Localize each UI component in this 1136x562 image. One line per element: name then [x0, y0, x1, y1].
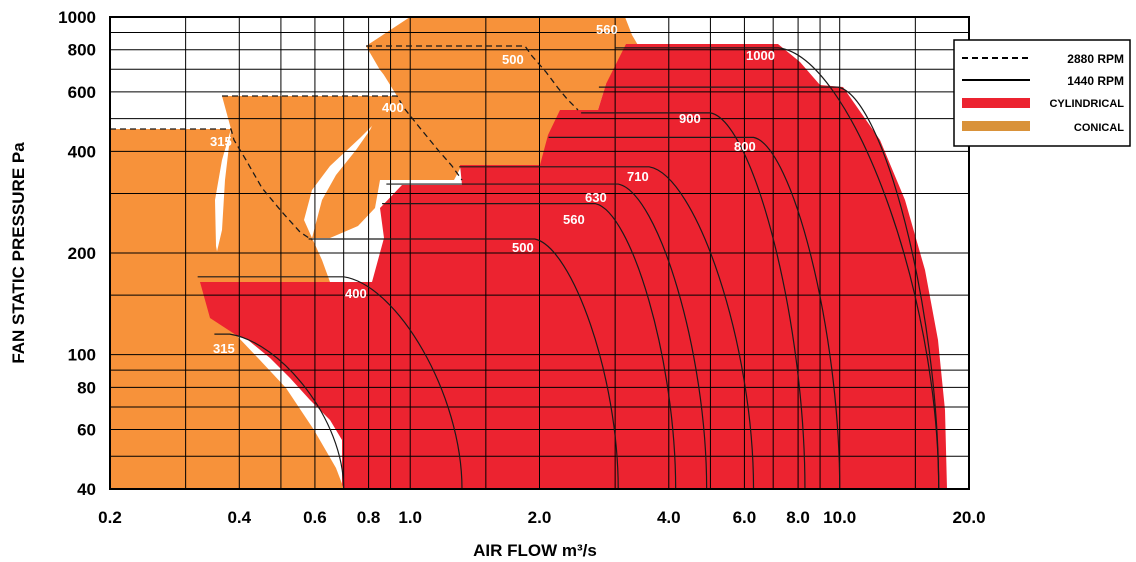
x-tick-label-10: 20.0 — [952, 508, 985, 527]
cylindrical-label-400: 400 — [345, 286, 367, 301]
cylindrical-label-800: 800 — [734, 139, 756, 154]
cylindrical-curve-630 — [386, 183, 708, 489]
conical-region-lower — [110, 335, 344, 489]
x-tick-label-7: 6.0 — [733, 508, 757, 527]
conical-label-400: 400 — [382, 100, 404, 115]
legend-label-cylindrical: CYLINDRICAL — [1049, 98, 1124, 110]
x-tick-label-8: 8.0 — [786, 508, 810, 527]
curve-labels: 315 400 500 560 315 400 500 560 630 710 … — [210, 22, 775, 356]
conical-label-315: 315 — [210, 134, 232, 149]
cylindrical-curve-1000 — [615, 47, 940, 489]
x-tick-label-2: 0.6 — [303, 508, 327, 527]
cylindrical-label-560: 560 — [563, 212, 585, 227]
y-tick-label-5: 400 — [68, 142, 96, 161]
cylindrical-curve-315 — [214, 333, 345, 489]
y-tick-label-4: 200 — [68, 244, 96, 263]
dashed-boundaries — [110, 45, 579, 241]
cylindrical-label-710: 710 — [627, 169, 649, 184]
conical-label-560: 560 — [596, 22, 618, 37]
dashed-boundary-400 — [222, 95, 463, 181]
dashed-boundary-315 — [110, 128, 313, 241]
x-tick-label-3: 0.8 — [357, 508, 381, 527]
cylindrical-label-900: 900 — [679, 111, 701, 126]
cylindrical-label-500: 500 — [512, 240, 534, 255]
cylindrical-curve-400 — [197, 276, 463, 489]
legend-label-conical: CONICAL — [1074, 122, 1124, 134]
cylindrical-curve-extra-9 — [598, 86, 940, 489]
y-tick-label-2: 80 — [77, 378, 96, 397]
legend-swatch-conical — [962, 121, 1030, 131]
x-tick-label-0: 0.2 — [98, 508, 122, 527]
y-tick-label-6: 600 — [68, 83, 96, 102]
y-axis-ticks: 40 60 80 100 200 400 600 800 1000 — [58, 8, 96, 499]
cylindrical-label-315: 315 — [213, 341, 235, 356]
y-tick-label-8: 1000 — [58, 8, 96, 27]
x-tick-label-4: 1.0 — [398, 508, 422, 527]
conical-label-500: 500 — [502, 52, 524, 67]
x-tick-label-9: 10.0 — [823, 508, 856, 527]
x-tick-label-6: 4.0 — [657, 508, 681, 527]
y-tick-label-0: 40 — [77, 480, 96, 499]
x-axis-title: AIR FLOW m³/s — [473, 541, 597, 560]
y-tick-label-1: 60 — [77, 421, 96, 440]
conical-region-560 — [366, 17, 660, 165]
y-axis-title: FAN STATIC PRESSURE Pa — [9, 142, 28, 364]
cylindrical-curve-710 — [459, 166, 755, 489]
x-axis-ticks: 0.2 0.4 0.6 0.8 1.0 2.0 4.0 6.0 8.0 10.0 20.0 — [98, 508, 985, 527]
cylindrical-curve-560 — [382, 203, 677, 489]
legend-label-2880-rpm: 2880 RPM — [1067, 52, 1124, 66]
cylindrical-curve-500 — [308, 238, 619, 489]
plot-area — [110, 17, 969, 489]
y-tick-label-7: 800 — [68, 41, 96, 60]
dashed-boundary-500 — [366, 45, 579, 111]
legend: 2880 RPM 1440 RPM CYLINDRICAL CONICAL — [953, 39, 1131, 147]
cylindrical-label-630: 630 — [585, 190, 607, 205]
legend-swatch-cylindrical — [962, 98, 1030, 108]
cylindrical-region-1000 — [200, 44, 947, 489]
x-tick-label-1: 0.4 — [227, 508, 251, 527]
y-tick-label-3: 100 — [68, 346, 96, 365]
cylindrical-curve-800 — [548, 136, 841, 489]
legend-label-1440-rpm: 1440 RPM — [1067, 74, 1124, 88]
plot-frame — [109, 16, 970, 490]
cylindrical-curves — [197, 47, 940, 489]
cylindrical-curve-900 — [581, 112, 806, 489]
conical-region-400 — [200, 96, 397, 282]
cylindrical-label-1000: 1000 — [746, 48, 775, 63]
x-tick-label-5: 2.0 — [528, 508, 552, 527]
